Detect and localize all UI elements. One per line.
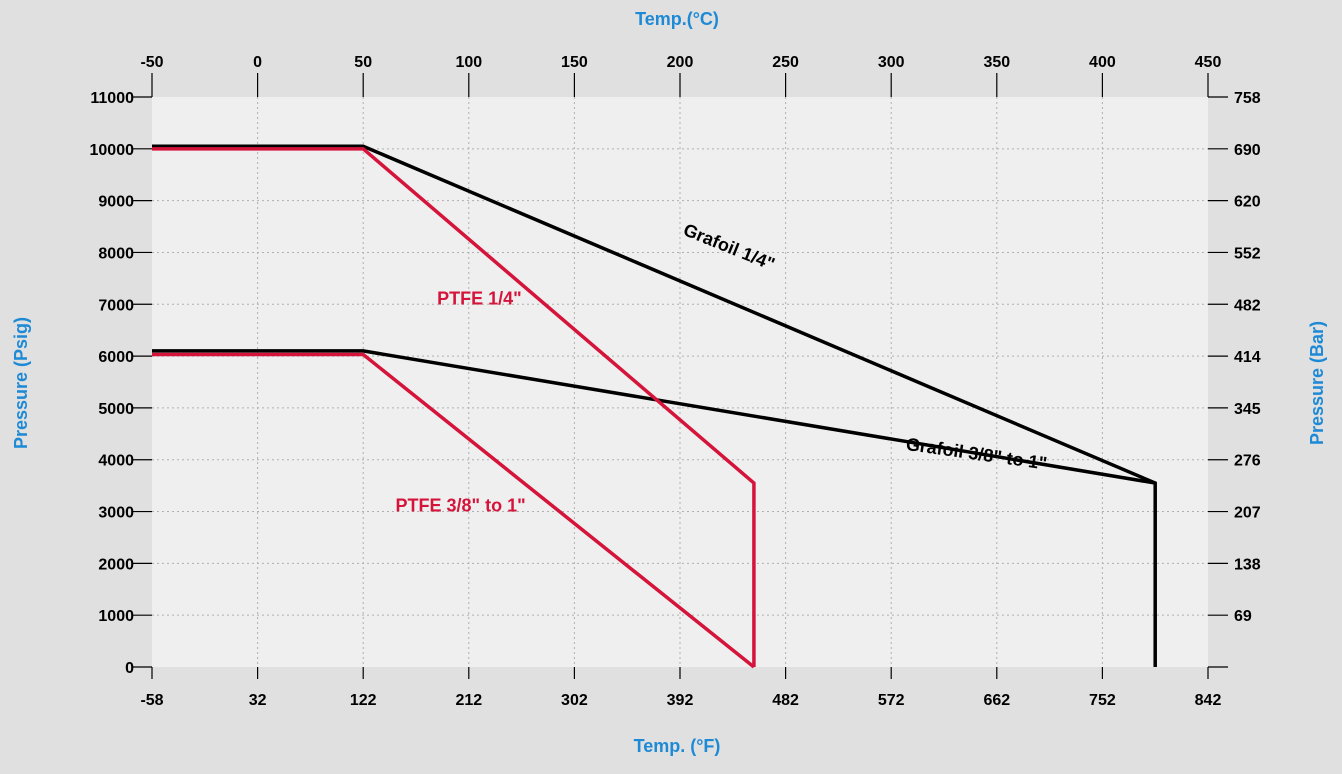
y-tick-label-psig: 10000 <box>90 142 135 159</box>
y-tick-label-bar: 482 <box>1234 297 1261 314</box>
y-tick-label-psig: 4000 <box>98 453 134 470</box>
x-tick-label-f: 752 <box>1089 692 1116 709</box>
y-tick-label-bar: 345 <box>1234 401 1261 418</box>
y-axis-title-left: Pressure (Psig) <box>11 317 31 449</box>
y-tick-label-psig: 3000 <box>98 505 134 522</box>
series-line-2 <box>152 349 1156 485</box>
y-tick-label-bar: 552 <box>1234 245 1261 262</box>
x-tick-label-c: -50 <box>140 54 163 71</box>
series-annotation-4: PTFE 3/8" to 1" <box>396 496 526 516</box>
x-tick-label-c: 200 <box>667 54 694 71</box>
x-tick-label-c: 300 <box>878 54 905 71</box>
x-tick-label-c: 0 <box>253 54 262 71</box>
y-tick-label-bar: 207 <box>1234 505 1261 522</box>
x-tick-label-f: 32 <box>249 692 267 709</box>
y-tick-label-psig: 9000 <box>98 194 134 211</box>
y-tick-label-bar: 690 <box>1234 142 1261 159</box>
x-tick-label-c: 100 <box>455 54 482 71</box>
y-tick-label-bar: 414 <box>1234 349 1261 366</box>
y-tick-label-bar: 138 <box>1234 556 1261 573</box>
axes: -58 -50 32 0 122 50 212 100 302 150 392 200 482 250 57… <box>90 54 1261 709</box>
x-tick-label-f: -58 <box>140 692 163 709</box>
y-tick-label-bar: 69 <box>1234 608 1252 625</box>
x-tick-label-c: 50 <box>354 54 372 71</box>
y-tick-label-psig: 2000 <box>98 556 134 573</box>
x-tick-label-c: 450 <box>1195 54 1222 71</box>
y-tick-label-bar: 620 <box>1234 194 1261 211</box>
x-tick-label-c: 150 <box>561 54 588 71</box>
y-tick-label-psig: 11000 <box>90 90 134 107</box>
x-tick-label-f: 122 <box>350 692 377 709</box>
x-tick-label-f: 212 <box>455 692 482 709</box>
x-tick-label-f: 302 <box>561 692 588 709</box>
x-tick-label-c: 400 <box>1089 54 1116 71</box>
x-axis-title-bottom: Temp. (°F) <box>634 736 721 756</box>
y-tick-label-psig: 7000 <box>98 297 134 314</box>
x-tick-label-f: 662 <box>983 692 1010 709</box>
y-axis-title-right: Pressure (Bar) <box>1307 321 1327 445</box>
series-line-1 <box>152 144 1157 667</box>
series-line-3 <box>152 147 756 667</box>
x-tick-label-c: 250 <box>772 54 799 71</box>
x-axis-title-top: Temp.(°C) <box>635 9 719 29</box>
x-tick-label-f: 572 <box>878 692 905 709</box>
series-line-4 <box>152 352 756 669</box>
x-tick-label-f: 482 <box>772 692 799 709</box>
y-tick-label-psig: 6000 <box>98 349 134 366</box>
y-tick-label-psig: 0 <box>125 660 134 677</box>
y-tick-label-psig: 8000 <box>98 245 134 262</box>
y-tick-label-psig: 1000 <box>98 608 134 625</box>
x-tick-label-f: 842 <box>1195 692 1222 709</box>
series-lines <box>152 144 1157 669</box>
x-tick-label-c: 350 <box>983 54 1010 71</box>
x-tick-label-f: 392 <box>667 692 694 709</box>
y-tick-label-bar: 758 <box>1234 90 1261 107</box>
y-tick-label-bar: 276 <box>1234 453 1261 470</box>
y-tick-label-psig: 5000 <box>98 401 134 418</box>
series-annotation-2: PTFE 1/4" <box>437 288 522 308</box>
